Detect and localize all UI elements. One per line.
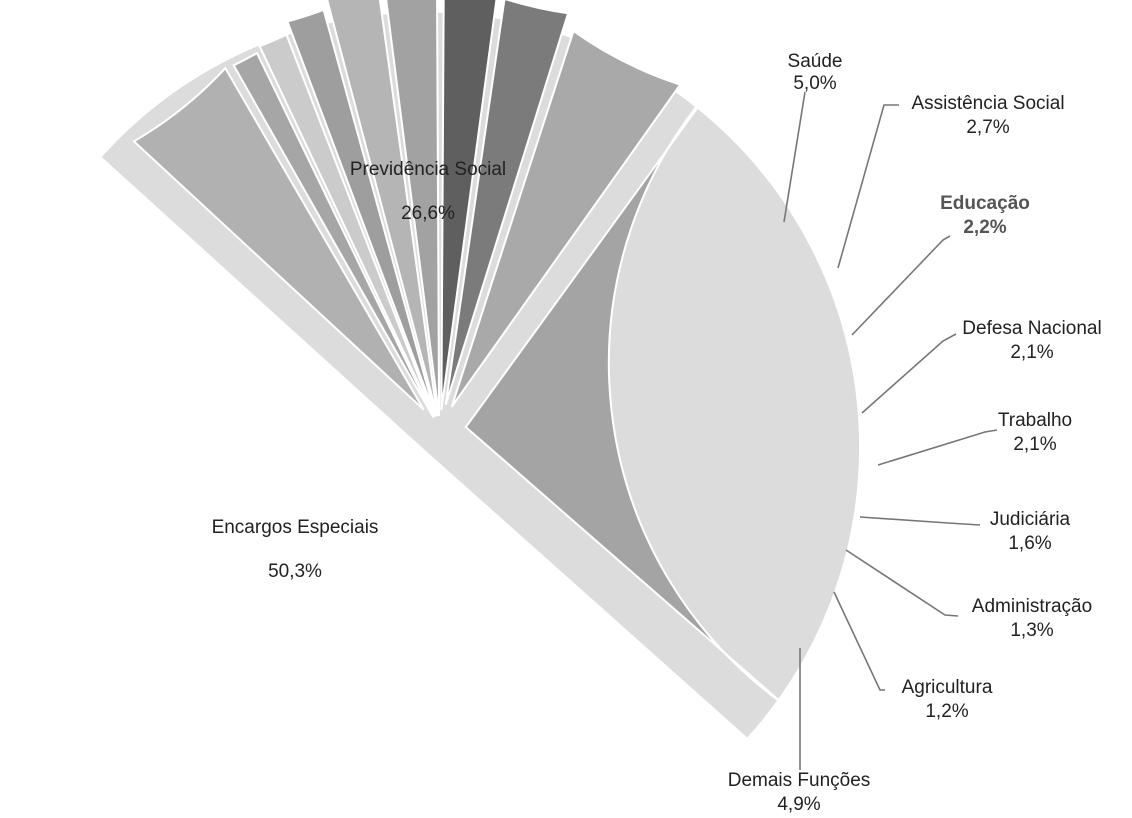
slice-label: Assistência Social	[911, 93, 1064, 114]
pie-slice-assistência-social	[444, 0, 570, 405]
slice-label: Saúde	[788, 51, 843, 72]
slice-label: Administração	[972, 596, 1092, 617]
leader-line	[851, 235, 951, 336]
slice-value-label: 5,0%	[793, 73, 836, 94]
leader-line	[783, 91, 806, 223]
slice-value-label: 4,9%	[777, 794, 820, 815]
slice-label: Defesa Nacional	[962, 318, 1101, 339]
pie-slice-saúde	[450, 29, 682, 408]
slice-label: Previdência Social	[350, 159, 506, 180]
leader-line	[845, 549, 959, 617]
pie-slice-judiciária	[286, 8, 437, 418]
slice-value-label: 2,7%	[966, 117, 1009, 138]
slice-value-label: 1,2%	[925, 701, 968, 722]
leader-lines	[783, 91, 998, 770]
slice-value-label: 2,2%	[963, 217, 1006, 238]
leader-line	[859, 516, 981, 526]
slice-label: Encargos Especiais	[212, 517, 379, 538]
pie-slice-defesa-nacional	[385, 0, 441, 417]
pie-slice-previdência-social	[464, 86, 783, 705]
slice-value-label: 2,1%	[1010, 342, 1053, 363]
slice-label: Demais Funções	[728, 770, 871, 791]
pie-slice-agricultura	[232, 51, 435, 419]
leader-line	[833, 591, 885, 691]
leader-line	[837, 104, 899, 269]
pie-slice-trabalho	[326, 0, 439, 417]
slice-value-label: 26,6%	[401, 203, 455, 224]
slice-label: Trabalho	[998, 410, 1072, 431]
slice-value-label: 1,6%	[1008, 533, 1051, 554]
slice-value-label: 50,3%	[268, 561, 322, 582]
pie-slice-educação	[440, 0, 498, 411]
slice-labels: Encargos Especiais 50,3% Previdência Socia…	[212, 51, 1102, 815]
pie-slice-demais-funções	[132, 66, 425, 411]
slice-label: Agricultura	[902, 677, 993, 698]
slice-value-label: 1,3%	[1010, 620, 1053, 641]
pie-slices	[98, 0, 861, 741]
leader-line	[877, 429, 998, 466]
pie-slice-administração	[258, 33, 436, 418]
slice-value-label: 2,1%	[1013, 434, 1056, 455]
leader-line	[861, 333, 957, 414]
slice-label: Judiciária	[990, 509, 1071, 530]
slice-label: Educação	[940, 193, 1030, 214]
